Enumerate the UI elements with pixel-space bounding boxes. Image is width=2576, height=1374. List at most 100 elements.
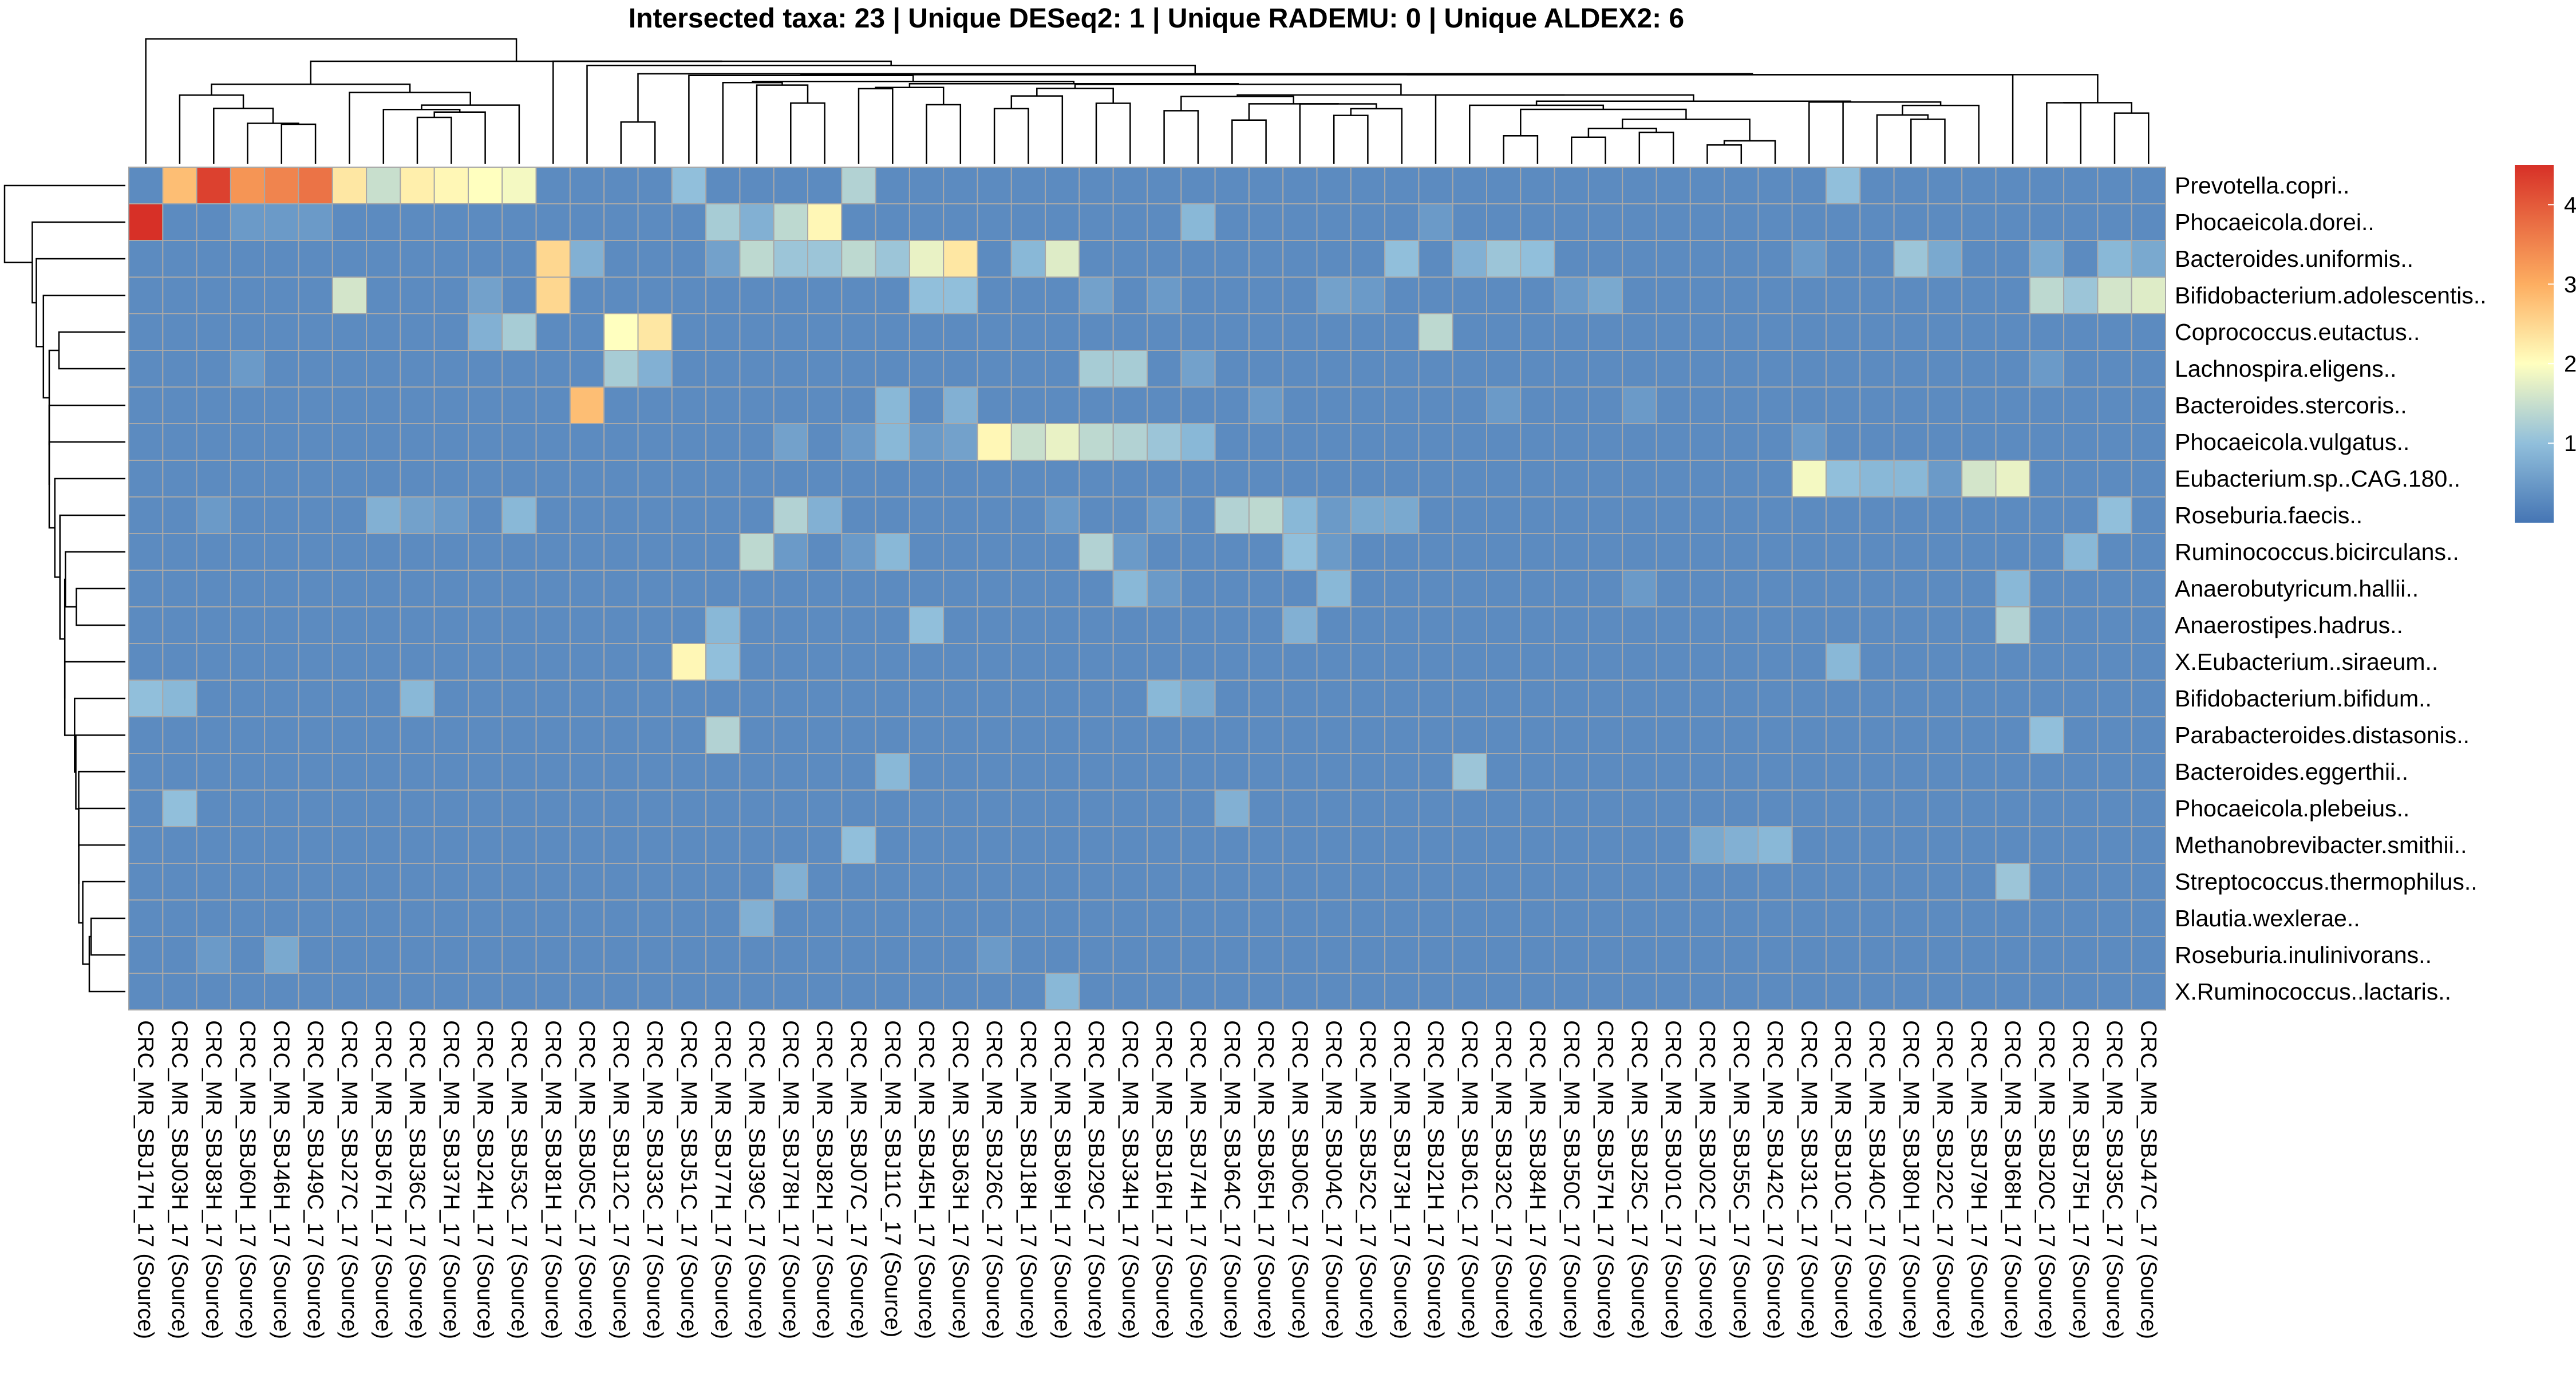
heatmap-cell	[569, 643, 605, 681]
heatmap-cell	[1452, 826, 1487, 864]
heatmap-cell	[1486, 167, 1522, 204]
heatmap-cell	[1995, 277, 2030, 314]
heatmap-cell	[1147, 753, 1182, 791]
column-label: CRC_MR_SBJ01C_17 (Source)	[1661, 1020, 1685, 1339]
heatmap-cell	[1893, 423, 1929, 461]
heatmap-cell	[196, 716, 231, 754]
heatmap-cell	[162, 789, 197, 827]
heatmap-cell	[2131, 606, 2166, 644]
heatmap-cell	[943, 680, 978, 717]
heatmap-cell	[1214, 680, 1250, 717]
heatmap-cell	[705, 716, 741, 754]
heatmap-cell	[1859, 899, 1895, 937]
heatmap-cell	[1418, 973, 1453, 1010]
heatmap-cell	[1520, 350, 1555, 388]
heatmap-cell	[264, 460, 299, 498]
heatmap-cell	[1587, 203, 1623, 241]
heatmap-cell	[1622, 606, 1657, 644]
heatmap-cell	[1724, 716, 1759, 754]
heatmap-cell	[1045, 533, 1080, 571]
heatmap-cell	[739, 533, 775, 571]
heatmap-cell	[433, 826, 469, 864]
heatmap-cell	[2097, 899, 2132, 937]
heatmap-cell	[501, 460, 537, 498]
heatmap-cell	[2131, 936, 2166, 974]
heatmap-cell	[468, 240, 503, 278]
heatmap-cell	[1384, 533, 1420, 571]
heatmap-cell	[433, 240, 469, 278]
heatmap-cell	[1995, 240, 2030, 278]
heatmap-cell	[1927, 496, 1963, 534]
heatmap-cell	[433, 167, 469, 204]
heatmap-cell	[603, 789, 639, 827]
heatmap-cell	[1350, 606, 1386, 644]
heatmap-cell	[468, 936, 503, 974]
heatmap-cell	[977, 570, 1012, 607]
heatmap-cell	[230, 936, 266, 974]
heatmap-cell	[230, 423, 266, 461]
heatmap-cell	[2131, 423, 2166, 461]
heatmap-cell	[1995, 423, 2030, 461]
heatmap-cell	[1486, 386, 1522, 424]
heatmap-cell	[1587, 277, 1623, 314]
heatmap-cell	[1214, 789, 1250, 827]
heatmap-cell	[1384, 460, 1420, 498]
heatmap-cell	[705, 570, 741, 607]
heatmap-cell	[1452, 423, 1487, 461]
heatmap-cell	[1587, 386, 1623, 424]
heatmap-cell	[569, 789, 605, 827]
heatmap-cell	[1757, 277, 1793, 314]
heatmap-cell	[1961, 203, 1997, 241]
heatmap-cell	[196, 643, 231, 681]
heatmap-cell	[400, 313, 435, 351]
heatmap-cell	[1418, 277, 1453, 314]
heatmap-cell	[128, 863, 164, 901]
heatmap-cell	[841, 240, 876, 278]
heatmap-cell	[1147, 203, 1182, 241]
heatmap-cell	[468, 423, 503, 461]
heatmap-cell	[1180, 753, 1216, 791]
column-label: CRC_MR_SBJ69H_17 (Source)	[1050, 1020, 1074, 1339]
heatmap-cell	[1791, 826, 1827, 864]
heatmap-cell	[2029, 899, 2065, 937]
heatmap-cell	[2063, 313, 2099, 351]
heatmap-cell	[196, 496, 231, 534]
heatmap-cell	[433, 350, 469, 388]
heatmap-cell	[1452, 789, 1487, 827]
heatmap-cell	[773, 240, 808, 278]
heatmap-cell	[1316, 570, 1352, 607]
heatmap-cell	[1384, 350, 1420, 388]
heatmap-cell	[875, 277, 910, 314]
heatmap-cell	[1214, 350, 1250, 388]
heatmap-cell	[1010, 973, 1046, 1010]
heatmap-cell	[671, 606, 707, 644]
heatmap-cell	[2029, 716, 2065, 754]
heatmap-cell	[1112, 753, 1148, 791]
heatmap-cell	[1689, 789, 1725, 827]
heatmap-cell	[1452, 313, 1487, 351]
heatmap-cell	[2063, 936, 2099, 974]
heatmap-cell	[1927, 313, 1963, 351]
heatmap-cell	[1418, 753, 1453, 791]
heatmap-cell	[807, 936, 843, 974]
heatmap-cell	[773, 789, 808, 827]
heatmap-cell	[977, 789, 1012, 827]
heatmap-cell	[162, 936, 197, 974]
heatmap-cell	[1045, 753, 1080, 791]
column-dendrogram-branch	[310, 60, 722, 85]
heatmap-cell	[2063, 277, 2099, 314]
heatmap-cell	[535, 533, 571, 571]
column-label: CRC_MR_SBJ04C_17 (Source)	[1321, 1020, 1346, 1339]
heatmap-cell	[1350, 643, 1386, 681]
heatmap-cell	[162, 460, 197, 498]
heatmap-cell	[298, 973, 333, 1010]
heatmap-cell	[230, 313, 266, 351]
heatmap-cell	[1180, 863, 1216, 901]
column-label: CRC_MR_SBJ55C_17 (Source)	[1729, 1020, 1753, 1339]
heatmap-cell	[1689, 386, 1725, 424]
heatmap-cell	[1826, 277, 1861, 314]
heatmap-cell	[1214, 863, 1250, 901]
heatmap-cell	[1045, 460, 1080, 498]
heatmap-cell	[1961, 277, 1997, 314]
heatmap-cell	[298, 533, 333, 571]
